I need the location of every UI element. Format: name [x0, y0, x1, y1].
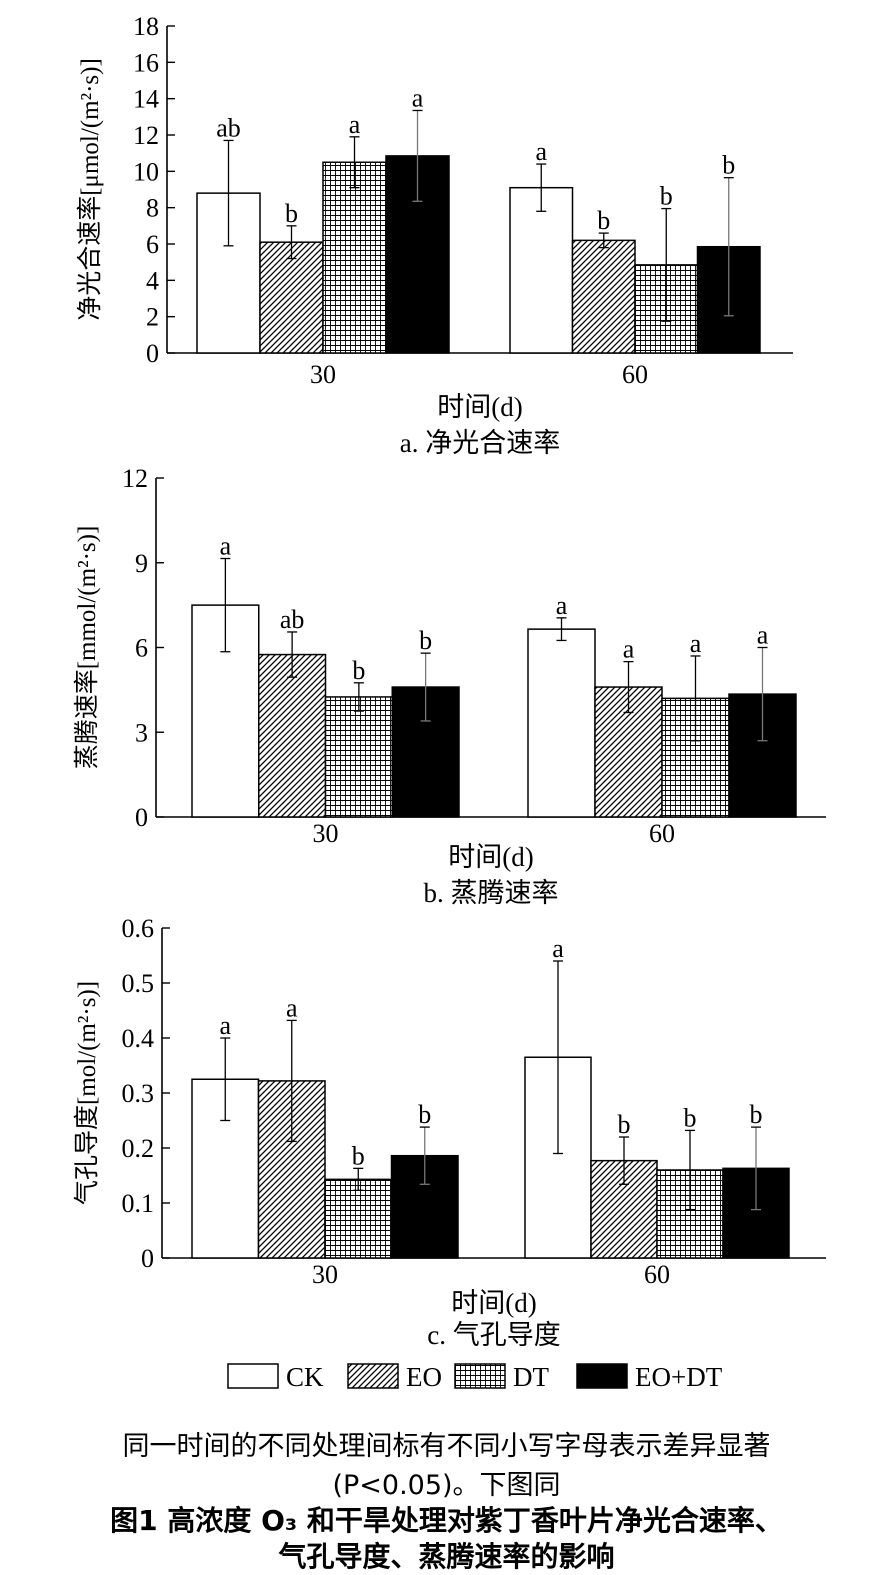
significance-letter: b: [618, 1110, 631, 1139]
panel-caption: b. 蒸腾速率: [424, 878, 559, 908]
bar-dt-30: [324, 696, 393, 818]
significance-letter: a: [690, 629, 702, 658]
significance-letter: a: [757, 621, 769, 650]
y-axis-label: 净光合速率[μmol/(m²·s)]: [76, 58, 104, 321]
y-tick-label: 4: [146, 266, 159, 295]
significance-letter: a: [552, 934, 564, 963]
y-tick-label: 6: [146, 230, 159, 259]
significance-letter: ab: [216, 113, 241, 142]
figure-caption-line-1: 图1 高浓度 O₃ 和干旱处理对紫丁香叶片净光合速率、: [110, 1504, 783, 1537]
chart-panel-2: 0 3 6 9 12 a ab b b 30 a a a a 60 时间(d) b. 蒸腾速率 蒸腾速率[mmol…: [73, 464, 826, 908]
significance-letter: b: [352, 656, 365, 685]
y-axis-label: 蒸腾速率[mmol/(m²·s)]: [73, 526, 101, 770]
significance-letter: a: [349, 110, 361, 139]
legend-label-eo-dt: EO+DT: [635, 1362, 723, 1392]
significance-letter: a: [412, 83, 424, 112]
significance-letter: b: [750, 1100, 763, 1129]
x-tick-label: 60: [622, 360, 648, 389]
legend-label-eo: EO: [406, 1362, 442, 1392]
significance-letter: b: [722, 151, 735, 180]
x-tick-label: 30: [310, 360, 336, 389]
y-tick-label: 9: [135, 549, 148, 578]
x-tick-label: 30: [312, 1260, 338, 1289]
significance-letter: b: [597, 206, 610, 235]
y-tick-label: 0.4: [122, 1024, 155, 1053]
x-axis-label: 时间(d): [451, 1288, 536, 1318]
y-tick-label: 0.1: [122, 1189, 155, 1218]
bar-ck-60: [524, 1056, 592, 1259]
y-tick-label: 0: [135, 803, 148, 832]
y-tick-label: 0.3: [122, 1079, 155, 1108]
bar-ck-60: [509, 186, 574, 354]
y-tick-label: 2: [146, 303, 159, 332]
legend-swatch-eo-dt: [576, 1363, 628, 1389]
significance-letter: a: [556, 591, 568, 620]
panel-caption: a. 净光合速率: [400, 428, 560, 458]
significance-letter: a: [623, 635, 635, 664]
y-tick-label: 12: [122, 464, 148, 493]
significance-letter: ab: [280, 605, 305, 634]
y-tick-label: 12: [133, 121, 159, 150]
significance-letter: b: [684, 1103, 697, 1132]
y-axis-label: 气孔导度[mol/(m²·s)]: [73, 981, 101, 1205]
panel-caption: c. 气孔导度: [427, 1320, 560, 1350]
bar-eo-30: [258, 653, 327, 818]
bar-dt-30: [322, 161, 387, 354]
y-tick-label: 10: [133, 157, 159, 186]
significance-letter: b: [285, 199, 298, 228]
y-tick-label: 14: [133, 85, 159, 114]
figure-caption-line-2: 气孔导度、蒸腾速率的影响: [278, 1540, 615, 1573]
significance-letter: a: [220, 532, 232, 561]
x-axis-label: 时间(d): [437, 392, 522, 422]
chart-panel-3: 0 0.1 0.2 0.3 0.4 0.5 0.6 a a b b 30 a b b b 60 时间(d)c. 气…: [73, 914, 826, 1350]
bar-ck-60: [527, 628, 596, 818]
significance-letter: b: [352, 1141, 365, 1170]
legend-label-dt: DT: [513, 1362, 549, 1392]
bar-eo-60: [571, 239, 636, 354]
x-tick-label: 60: [649, 819, 675, 848]
significance-letter: a: [535, 137, 547, 166]
footnote-line-2: (P<0.05)。下图同: [332, 1470, 561, 1501]
x-tick-label: 30: [313, 819, 339, 848]
y-tick-label: 18: [133, 12, 159, 41]
y-tick-label: 0.6: [122, 914, 155, 943]
footnote-line-1: 同一时间的不同处理间标有不同小写字母表示差异显著: [122, 1431, 771, 1462]
bar-dt-30: [324, 1178, 393, 1259]
y-tick-label: 0: [146, 339, 159, 368]
y-tick-label: 0.5: [122, 969, 155, 998]
significance-letter: b: [418, 1100, 431, 1129]
legend-label-ck: CK: [286, 1362, 324, 1392]
significance-letter: a: [286, 993, 298, 1022]
significance-letter: b: [419, 626, 432, 655]
y-tick-label: 16: [133, 48, 159, 77]
significance-letter: a: [219, 1011, 231, 1040]
y-tick-label: 0: [141, 1244, 154, 1273]
legend-swatch-ck: [227, 1363, 279, 1389]
y-tick-label: 6: [135, 634, 148, 663]
x-axis-label: 时间(d): [448, 842, 533, 872]
legend: CK EO DT EO+DT: [227, 1362, 723, 1392]
y-tick-label: 0.2: [122, 1134, 155, 1163]
y-tick-label: 3: [135, 718, 148, 747]
significance-letter: b: [660, 182, 673, 211]
y-tick-label: 8: [146, 194, 159, 223]
x-tick-label: 60: [644, 1260, 670, 1289]
legend-swatch-dt: [454, 1363, 506, 1389]
legend-swatch-eo: [347, 1363, 399, 1389]
